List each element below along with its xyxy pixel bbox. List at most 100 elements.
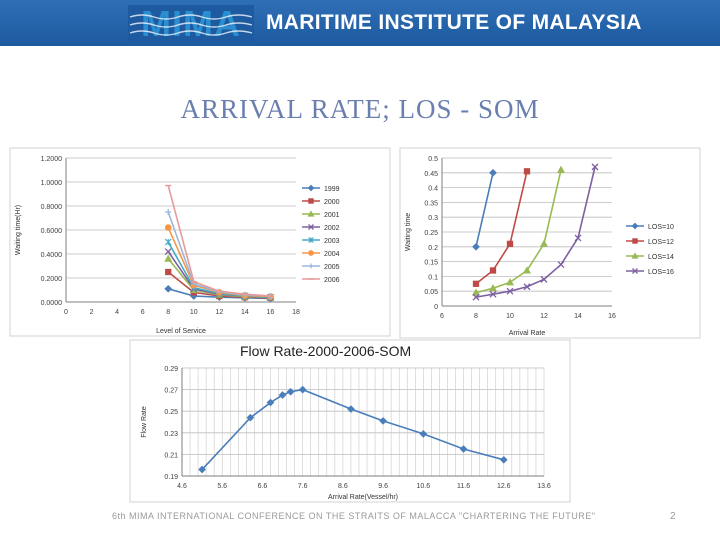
data-point xyxy=(286,387,295,396)
y-tick-label: 0.19 xyxy=(164,474,178,481)
data-point xyxy=(539,239,549,247)
data-point xyxy=(523,283,531,291)
y-tick-label: 0.21 xyxy=(164,452,178,459)
data-point xyxy=(266,398,275,407)
data-point xyxy=(278,391,287,399)
data-point xyxy=(472,293,480,301)
x-tick-label: 14 xyxy=(241,309,249,316)
data-point xyxy=(164,238,172,246)
x-axis-label: Arrival Rate xyxy=(509,330,546,337)
y-tick-label: 0.25 xyxy=(164,409,178,416)
data-point xyxy=(459,445,468,453)
legend-marker xyxy=(632,238,638,244)
data-point xyxy=(591,163,599,171)
y-tick-label: 0.29 xyxy=(164,366,178,373)
x-tick-label: 4.6 xyxy=(177,483,187,490)
data-point xyxy=(347,405,355,413)
legend-label: LOS=12 xyxy=(648,239,674,246)
data-point xyxy=(506,240,514,247)
y-tick-label: 0.0000 xyxy=(41,300,63,307)
legend-label: 2001 xyxy=(324,212,340,219)
data-point xyxy=(165,268,172,276)
data-point xyxy=(165,209,172,215)
y-tick-label: 1.0000 xyxy=(41,180,63,187)
x-tick-label: 16 xyxy=(267,309,275,316)
x-tick-label: 12 xyxy=(540,313,548,320)
y-tick-label: 0 xyxy=(434,304,438,311)
y-tick-label: 0.2000 xyxy=(41,276,63,283)
data-point xyxy=(557,261,565,269)
x-tick-label: 18 xyxy=(292,309,300,316)
data-point xyxy=(489,290,497,298)
data-point xyxy=(488,284,498,292)
x-tick-label: 6 xyxy=(440,313,444,320)
legend-marker xyxy=(308,263,314,269)
y-tick-label: 0.27 xyxy=(164,388,178,395)
x-tick-label: 12 xyxy=(215,309,223,316)
data-point xyxy=(505,278,515,286)
chart-frame xyxy=(9,147,391,337)
mima-logo: MIMA xyxy=(128,5,254,41)
series-line xyxy=(475,171,528,285)
y-axis-label: Waiting time(Hr) xyxy=(15,205,22,255)
waiting-time-arrival-chart: 0 0.05 0.1 0.15 0.2 0.25 0.3 0.35 0.4 0.45 0.5 6 8 10… xyxy=(399,147,701,339)
header-banner: MIMA MARITIME INSTITUTE OF MALAYSIA xyxy=(0,0,720,46)
data-point xyxy=(472,280,480,287)
x-tick-label: 10 xyxy=(190,309,198,316)
data-point xyxy=(489,168,497,177)
legend-marker xyxy=(631,252,639,259)
x-tick-label: 12.6 xyxy=(497,483,511,490)
y-tick-label: 0.2 xyxy=(428,245,438,252)
y-tick-label: 0.23 xyxy=(164,431,178,438)
data-point xyxy=(419,430,428,438)
x-tick-label: 6 xyxy=(141,309,145,316)
legend-label: 2000 xyxy=(324,199,340,206)
legend-marker xyxy=(631,222,639,230)
flow-rate-chart: 0.19 0.21 0.23 0.25 0.27 0.29 4.6 5.6 6.6 7.6 8.6 9… xyxy=(129,339,571,503)
x-tick-label: 4 xyxy=(115,309,119,316)
y-tick-label: 0.3 xyxy=(428,215,438,222)
x-axis-label: Arrival Rate(Vessel/hr) xyxy=(328,494,398,501)
data-point xyxy=(472,242,480,251)
x-tick-label: 16 xyxy=(608,313,616,320)
legend-label: LOS=14 xyxy=(648,254,674,261)
institute-title: MARITIME INSTITUTE OF MALAYSIA xyxy=(266,11,642,34)
y-tick-label: 0.25 xyxy=(424,230,438,237)
series-line xyxy=(475,166,596,298)
legend-marker xyxy=(308,250,314,256)
data-point xyxy=(523,168,531,175)
data-point xyxy=(489,267,497,274)
data-point xyxy=(164,224,172,231)
data-point xyxy=(164,248,172,256)
x-tick-label: 13.6 xyxy=(537,483,551,490)
y-axis-label: Flow Rate xyxy=(141,406,148,438)
legend-marker xyxy=(632,268,638,274)
data-point xyxy=(522,266,532,274)
data-point xyxy=(198,465,206,474)
y-tick-label: 0.05 xyxy=(424,289,438,296)
chart-frame xyxy=(129,339,571,503)
data-point xyxy=(499,455,508,464)
data-point xyxy=(164,284,173,293)
legend-label: 2003 xyxy=(324,238,340,245)
y-tick-label: 0.8000 xyxy=(41,204,63,211)
wave-lines xyxy=(129,14,253,36)
data-point xyxy=(298,385,307,394)
series-line xyxy=(475,169,562,294)
data-point xyxy=(540,275,548,283)
y-tick-label: 0.45 xyxy=(424,171,438,178)
legend-label: 2006 xyxy=(324,277,340,284)
legend-label: 1999 xyxy=(324,186,340,193)
x-tick-label: 0 xyxy=(64,309,68,316)
x-tick-label: 8.6 xyxy=(338,483,348,490)
chart-title: Flow Rate-2000-2006-SOM xyxy=(240,343,411,359)
waiting-time-los-chart: 0.0000 0.2000 0.4000 0.6000 0.8000 1.0000 1.20… xyxy=(9,147,391,337)
x-tick-label: 6.6 xyxy=(258,483,268,490)
slide-title: ARRIVAL RATE; LOS - SOM xyxy=(180,94,540,124)
y-tick-label: 0.5 xyxy=(428,156,438,163)
footer-text: 6th MIMA INTERNATIONAL CONFERENCE ON THE… xyxy=(112,511,596,521)
x-tick-label: 9.6 xyxy=(378,483,388,490)
y-tick-label: 1.2000 xyxy=(41,156,63,163)
legend-marker xyxy=(307,210,315,217)
y-tick-label: 0.6000 xyxy=(41,228,63,235)
